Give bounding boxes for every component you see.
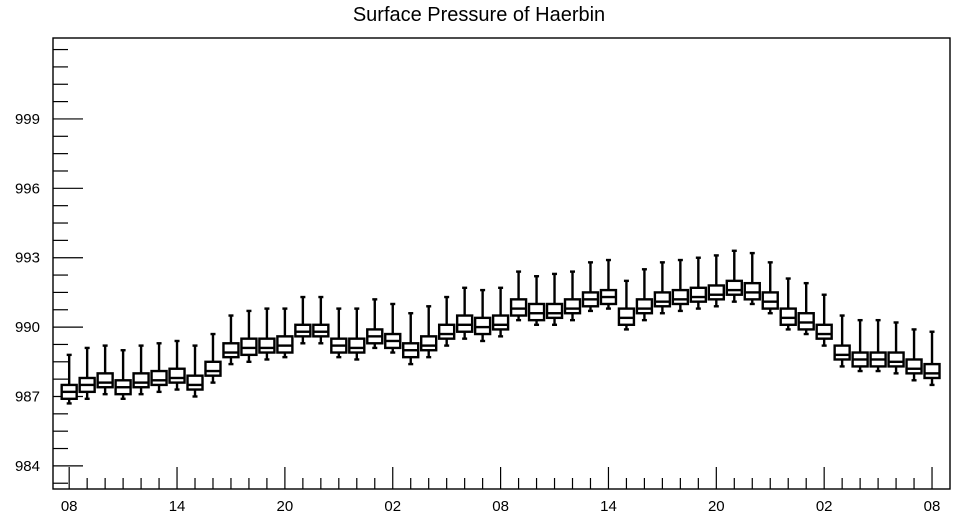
- x-tick-label: 20: [277, 498, 294, 515]
- box-plot: [366, 298, 384, 350]
- box-plot: [312, 295, 330, 345]
- box-plot: [617, 279, 636, 331]
- box-body: [653, 291, 672, 308]
- x-tick-label: 14: [600, 498, 617, 515]
- y-tick-label: 987: [15, 388, 40, 405]
- box-plot: [150, 342, 168, 394]
- x-tick-label: 02: [384, 498, 401, 515]
- box-plot: [132, 344, 150, 396]
- box-plot: [60, 353, 78, 405]
- box-plot: [923, 330, 941, 387]
- box-body: [258, 337, 276, 354]
- box-plot: [96, 344, 114, 396]
- chart-title: Surface Pressure of Haerbin: [352, 4, 606, 26]
- plot-frame: [52, 37, 951, 490]
- box-body: [96, 372, 114, 389]
- box-body: [150, 369, 168, 387]
- box-plot: [887, 321, 905, 375]
- box-plot: [78, 346, 96, 400]
- box-plot: [491, 286, 510, 338]
- y-tick-label: 996: [15, 180, 40, 197]
- box-plot: [240, 309, 258, 363]
- box-plot: [419, 305, 438, 359]
- box-plot: [204, 332, 222, 384]
- box-plot: [581, 261, 600, 313]
- box-body: [833, 344, 851, 361]
- y-tick-label: 990: [15, 319, 40, 336]
- box-plot: [276, 307, 294, 359]
- x-tick-label: 02: [816, 498, 833, 515]
- box-plot: [168, 339, 186, 391]
- box-body: [905, 358, 923, 375]
- box-plot: [563, 270, 582, 322]
- box-plot: [527, 275, 546, 326]
- y-tick-label: 993: [15, 250, 40, 267]
- box-body: [348, 337, 366, 354]
- box-plot: [545, 272, 564, 326]
- x-tick-label: 08: [61, 498, 78, 515]
- box-plot: [437, 295, 456, 347]
- box-body: [725, 279, 743, 296]
- box-body: [419, 335, 438, 352]
- box-plot: [725, 249, 743, 303]
- x-tick-label: 20: [708, 498, 725, 515]
- box-plot: [114, 349, 132, 400]
- box-plot: [833, 314, 851, 368]
- box-body: [815, 323, 833, 340]
- box-body: [923, 362, 941, 380]
- box-plot: [384, 302, 402, 354]
- x-tick-label: 14: [169, 498, 186, 515]
- box-body: [635, 298, 654, 315]
- x-tick-label: 08: [492, 498, 509, 515]
- box-plot: [509, 270, 528, 322]
- box-plot: [779, 277, 797, 331]
- axes: 984 987 990 993 996 999 08 14 20 02 08 14 20 02 08: [15, 48, 941, 515]
- box-body: [222, 342, 240, 359]
- box-body: [168, 367, 186, 384]
- box-plot: [258, 307, 276, 361]
- box-plot: [707, 254, 726, 308]
- box-body: [491, 314, 510, 331]
- box-body: [186, 374, 204, 391]
- y-tick-label: 984: [15, 458, 40, 475]
- box-body: [437, 323, 456, 340]
- box-plot: [294, 295, 312, 345]
- box-plot: [905, 328, 923, 382]
- box-plot: [222, 314, 240, 366]
- box-plot: [869, 318, 887, 373]
- box-plot: [761, 261, 779, 315]
- box-plot: [653, 261, 672, 315]
- box-body: [132, 372, 150, 389]
- box-body: [545, 302, 564, 320]
- box-plot: [743, 251, 761, 306]
- y-tick-label: 999: [15, 111, 40, 128]
- x-tick-label: 08: [924, 498, 941, 515]
- box-series: [60, 249, 941, 405]
- box-body: [671, 288, 690, 306]
- box-plot: [797, 281, 815, 336]
- box-plot: [671, 258, 690, 313]
- box-plot: [455, 286, 474, 340]
- box-body: [689, 286, 708, 303]
- box-body: [204, 360, 222, 377]
- box-plot: [815, 293, 833, 347]
- box-body: [887, 351, 905, 368]
- box-plot: [851, 318, 869, 373]
- box-plot: [689, 256, 708, 310]
- box-plot: [402, 312, 420, 366]
- box-plot: [473, 288, 492, 343]
- box-plot: [599, 258, 618, 310]
- box-plot: [635, 268, 654, 322]
- box-body: [563, 298, 582, 315]
- box-body: [707, 284, 726, 301]
- box-plot: [330, 307, 348, 359]
- box-plot: [348, 307, 366, 361]
- box-plot: [186, 344, 204, 398]
